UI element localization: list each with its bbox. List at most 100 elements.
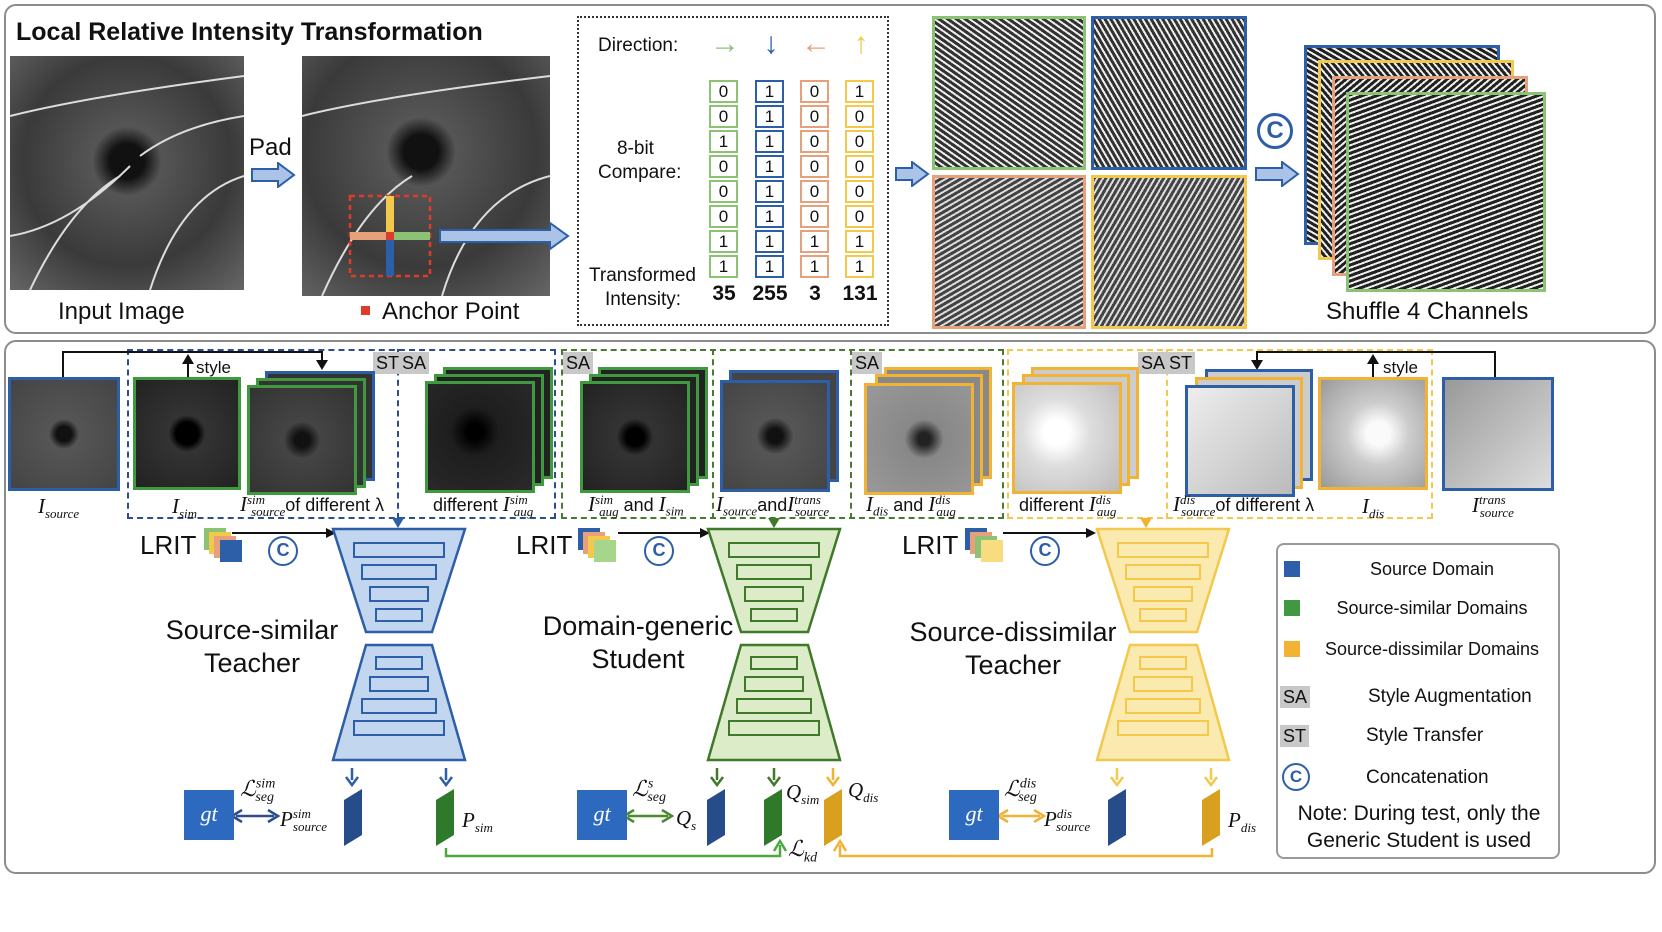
p-sim: Psim	[462, 808, 493, 836]
trans-source-image	[1442, 377, 1554, 491]
bit-cell: 1	[800, 255, 829, 278]
bit-cell: 0	[800, 130, 829, 153]
sim-teacher-title: Source-similar Teacher	[165, 615, 339, 678]
legend-label: Source-dissimilar Domains	[1324, 639, 1540, 659]
p-dis: Pdis	[1228, 808, 1256, 836]
st-tag: ST	[373, 352, 403, 374]
legend-swatch	[1284, 641, 1300, 657]
lrit-title: Local Relative Intensity Transformation	[16, 18, 483, 46]
bit-cell: 1	[755, 230, 784, 253]
dis-teacher-title: Source-dissimilar Teacher	[909, 617, 1117, 680]
p-source-sim: Psimsource	[280, 806, 328, 835]
compare-box	[577, 16, 889, 326]
student-input-box	[561, 349, 1004, 519]
bit-cell: 1	[709, 230, 738, 253]
stack-layer-4	[1346, 92, 1546, 292]
gt-box-student: gt	[577, 790, 627, 840]
caption-i-sim: Isim	[172, 494, 198, 522]
loss-seg-dis: ℒdisseg	[1004, 776, 1037, 806]
compare-label-1: 8-bit	[617, 138, 654, 159]
legend-concat-label: Concatenation	[1366, 767, 1489, 788]
sim-image	[133, 377, 241, 490]
channel-image-up	[1091, 175, 1247, 329]
caption-dis-transfer: Idissourceof different λ	[1173, 492, 1315, 519]
style-label-right: style	[1383, 358, 1418, 377]
transformed-label-1: Transformed	[589, 265, 696, 286]
dis-teacher-input-box	[1007, 349, 1433, 519]
direction-arrow-icon: →	[710, 27, 740, 60]
bit-cell: 0	[800, 180, 829, 203]
lrit-chip-sim	[204, 528, 262, 562]
legend-swatch	[1284, 561, 1300, 577]
gt-box-sim: gt	[184, 790, 234, 840]
anchor-marker	[361, 306, 370, 315]
channel-image-right	[932, 16, 1086, 170]
q-sim: Qsim	[786, 780, 820, 808]
caption-i-source: Isource	[38, 494, 80, 522]
q-dis: Qdis	[848, 778, 879, 806]
bit-cell: 1	[800, 230, 829, 253]
bit-cell: 0	[709, 205, 738, 228]
bit-cell: 0	[845, 105, 874, 128]
legend-swatch	[1284, 600, 1300, 616]
lrit-label-sim: LRIT	[140, 530, 197, 560]
bit-cell: 1	[755, 105, 784, 128]
source-image	[8, 377, 120, 491]
legend-sa-label: Style Augmentation	[1368, 686, 1532, 707]
sa-tag: SA	[1138, 352, 1169, 374]
shuffle-arrow	[1255, 161, 1300, 187]
sim-teacher-net	[331, 527, 467, 762]
direction-arrow-icon: ↓	[763, 27, 779, 60]
q-s: Qs	[676, 806, 697, 834]
bit-cell: 0	[800, 205, 829, 228]
loss-seg-student: ℒsseg	[632, 776, 666, 806]
student-trans-stack-1	[720, 380, 830, 492]
channel-image-down	[1091, 16, 1247, 170]
legend-sa-tag: SA	[1280, 686, 1311, 708]
student-title: Domain-generic Student	[542, 611, 734, 674]
input-caption: Input Image	[58, 298, 185, 325]
channels-arrow	[895, 161, 930, 187]
legend-box	[1276, 543, 1560, 859]
sim-inner-divider	[397, 349, 399, 519]
bit-cell: 0	[845, 130, 874, 153]
p-source-dis: Pdissource	[1044, 806, 1091, 835]
bit-cell: 0	[845, 155, 874, 178]
anchor-caption: Anchor Point	[382, 298, 520, 325]
caption-transfer: Isimsourceof different λ	[240, 492, 384, 519]
bit-cell: 1	[709, 255, 738, 278]
lrit-chip-dis	[965, 528, 1023, 562]
caption-diff-aug-dis: different Idisaug	[1019, 492, 1117, 519]
bit-cell: 1	[845, 255, 874, 278]
style-arrows	[62, 351, 1496, 377]
dis-image	[1318, 377, 1428, 490]
transferred-stack-1	[247, 385, 357, 495]
transformed-label-2: Intensity:	[605, 289, 682, 310]
dis-inner-divider	[1166, 349, 1168, 519]
bit-cell: 0	[709, 105, 738, 128]
sa-tag: SA	[852, 352, 883, 374]
legend-st-tag: ST	[1280, 725, 1310, 747]
pad-arrow	[251, 162, 296, 188]
pad-label: Pad	[249, 134, 292, 161]
legend-concat-icon: C	[1282, 763, 1310, 791]
bit-cell: 1	[755, 155, 784, 178]
bit-cell: 1	[755, 205, 784, 228]
caption-student-sim: Isimaug and Isim	[588, 492, 684, 519]
direction-arrow-icon: ↑	[853, 27, 869, 60]
vessel-pattern	[10, 75, 244, 290]
bit-cell: 1	[709, 130, 738, 153]
dis-aug-stack-1	[1012, 382, 1122, 494]
transformed-value: 131	[842, 282, 878, 305]
lrit-chip-student	[578, 528, 636, 562]
transformed-value: 255	[752, 282, 788, 305]
legend-label: Source-similar Domains	[1336, 598, 1528, 618]
bit-cell: 0	[800, 155, 829, 178]
legend-st-label: Style Transfer	[1366, 725, 1484, 746]
compare-label-2: Compare:	[598, 162, 682, 183]
sa-tag: SA	[399, 352, 430, 374]
caption-student-dis: Idis and Idisaug	[866, 492, 956, 519]
legend-note: Note: During test, only the Generic Stud…	[1297, 802, 1541, 852]
